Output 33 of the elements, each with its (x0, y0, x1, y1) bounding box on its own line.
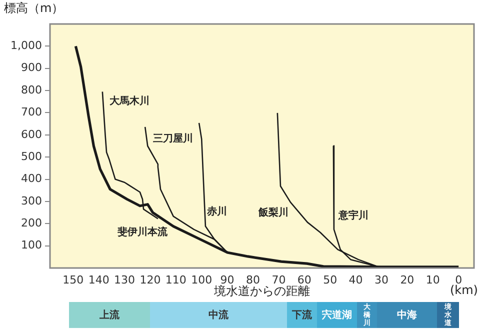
y-tick-label: 600 (21, 128, 42, 141)
x-axis-title: 境水道からの距離 (213, 284, 310, 298)
x-tick-label: 20 (400, 273, 414, 286)
series-label: 飯梨川 (257, 206, 288, 219)
y-tick-label: 800 (21, 83, 42, 96)
x-tick-label: 130 (114, 273, 136, 286)
x-tick-label: 60 (297, 273, 312, 286)
x-tick-label: 140 (88, 273, 110, 286)
x-tick-label: 120 (140, 273, 161, 286)
x-tick-label: 110 (165, 273, 186, 286)
series-label: 赤川 (206, 206, 228, 218)
x-tick-label: 10 (426, 273, 440, 286)
y-tick-label: 100 (21, 238, 42, 252)
y-axis-title: 標高（m） (4, 1, 64, 16)
x-tick-label: 70 (272, 273, 286, 286)
series-label: 大馬木川 (108, 95, 150, 108)
y-tick-label: 700 (21, 106, 42, 119)
series-label: 斐伊川本流 (118, 226, 169, 238)
y-tick-label: 500 (21, 150, 42, 163)
x-tick-label: 100 (191, 273, 212, 286)
series-label: 三刀屋川 (153, 132, 194, 145)
x-tick-label: 90 (220, 273, 234, 286)
x-tick-label: 80 (246, 273, 260, 286)
y-tick-label: 1,000 (10, 39, 42, 52)
x-tick-label: 30 (374, 273, 388, 286)
series-label: 意宇川 (337, 209, 368, 222)
y-tick-label: 200 (21, 216, 42, 230)
y-tick-label: 400 (21, 172, 42, 186)
y-tick-label: 300 (21, 194, 42, 208)
x-tick-label: 50 (323, 273, 338, 286)
x-tick-label: 40 (348, 273, 363, 286)
x-tick-label: 150 (62, 273, 84, 286)
y-tick-label: 900 (21, 61, 42, 74)
